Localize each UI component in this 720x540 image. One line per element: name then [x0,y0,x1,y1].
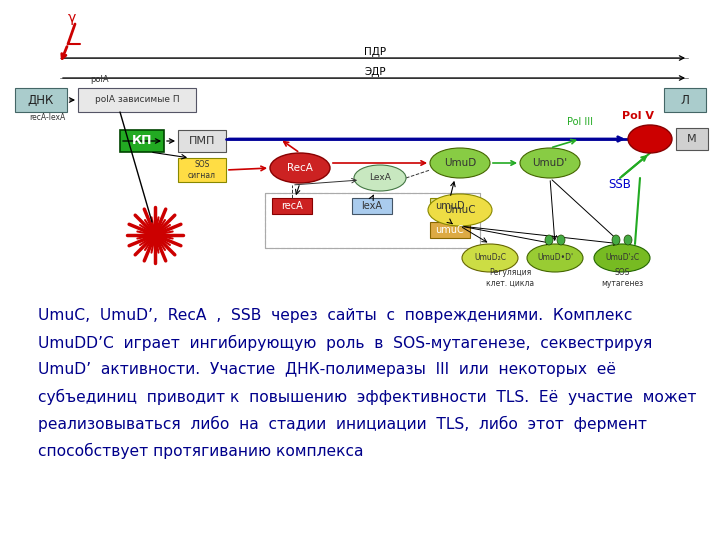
Text: polA зависимые П: polA зависимые П [95,96,179,105]
Text: Pol V: Pol V [622,111,654,121]
Text: UmuDD’C  играет  ингибирующую  роль  в  SOS-мутагенезе,  секвестрируя: UmuDD’C играет ингибирующую роль в SOS-м… [38,335,652,351]
Text: recA-lexA: recA-lexA [29,113,65,123]
FancyBboxPatch shape [430,198,470,214]
Text: umuC: umuC [436,225,464,235]
Text: UmuD•D': UmuD•D' [537,253,573,262]
FancyBboxPatch shape [272,198,312,214]
Ellipse shape [545,235,553,245]
FancyBboxPatch shape [15,88,67,112]
Text: UmuD: UmuD [444,158,476,168]
Text: lexA: lexA [361,201,382,211]
Text: ПДР: ПДР [364,47,386,57]
FancyBboxPatch shape [664,88,706,112]
Text: LexA: LexA [369,173,391,183]
FancyBboxPatch shape [78,88,196,112]
Text: М: М [687,134,697,144]
Text: UmuC,  UmuD’,  RecA  ,  SSB  через  сайты  с  повреждениями.  Комплекс: UmuC, UmuD’, RecA , SSB через сайты с по… [38,308,632,323]
Text: UmuD’  активности.  Участие  ДНК-полимеразы  III  или  некоторых  её: UmuD’ активности. Участие ДНК-полимеразы… [38,362,616,377]
Ellipse shape [430,148,490,178]
Text: субъединиц  приводит к  повышению  эффективности  TLS.  Её  участие  может: субъединиц приводит к повышению эффектив… [38,389,696,405]
Ellipse shape [428,194,492,226]
Text: SOS
сигнал: SOS сигнал [188,160,216,180]
FancyBboxPatch shape [120,130,164,152]
Text: recA: recA [281,201,303,211]
Text: способствует протягиванию комплекса: способствует протягиванию комплекса [38,443,364,459]
FancyBboxPatch shape [430,222,470,238]
Ellipse shape [520,148,580,178]
Text: SOS
мутагенез: SOS мутагенез [601,268,643,288]
Text: RecA: RecA [287,163,313,173]
Text: UmuC: UmuC [444,205,476,215]
Text: реализовываться  либо  на  стадии  инициации  TLS,  либо  этот  фермент: реализовываться либо на стадии инициации… [38,416,647,432]
Ellipse shape [557,235,565,245]
Text: UmuD₂C: UmuD₂C [474,253,506,262]
Text: Л: Л [680,93,690,106]
Ellipse shape [527,244,583,272]
FancyBboxPatch shape [676,128,708,150]
Ellipse shape [270,153,330,183]
Text: КП: КП [132,134,152,147]
Ellipse shape [462,244,518,272]
Text: ДНК: ДНК [28,93,54,106]
Text: UmuD': UmuD' [532,158,567,168]
Text: UmuD'₂C: UmuD'₂C [605,253,639,262]
Text: SSB: SSB [608,179,631,192]
Ellipse shape [624,235,632,245]
Text: ПМП: ПМП [189,136,215,146]
Text: polA: polA [90,76,109,84]
Ellipse shape [628,125,672,153]
FancyBboxPatch shape [178,158,226,182]
Ellipse shape [354,165,406,191]
Ellipse shape [594,244,650,272]
Text: ЭДР: ЭДР [364,67,386,77]
Text: γ: γ [68,11,76,25]
Text: Pol III: Pol III [567,117,593,127]
Text: Регуляция
клет. цикла: Регуляция клет. цикла [486,268,534,288]
FancyBboxPatch shape [352,198,392,214]
Ellipse shape [612,235,620,245]
Text: umuD: umuD [435,201,465,211]
FancyBboxPatch shape [178,130,226,152]
